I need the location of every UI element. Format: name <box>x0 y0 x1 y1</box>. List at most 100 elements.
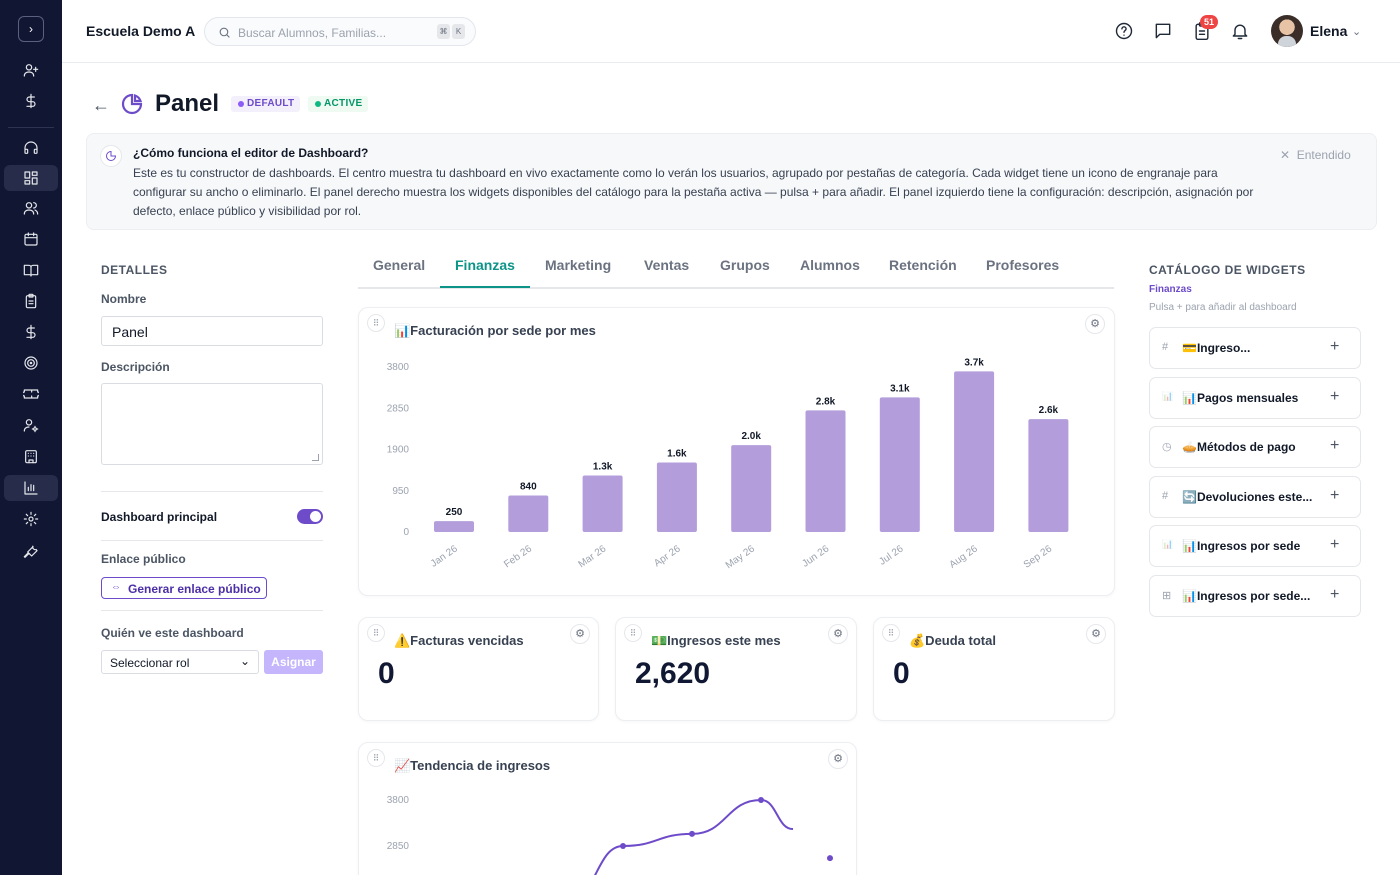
x-tick-label: Mar 26 <box>577 543 609 570</box>
clipboard-icon[interactable] <box>4 288 58 314</box>
drag-handle-icon[interactable]: ⠿ <box>367 749 385 767</box>
catalog-item[interactable]: 📊 📊Pagos mensuales + <box>1149 377 1361 419</box>
divider <box>101 540 323 541</box>
dashboard-icon[interactable] <box>4 165 58 191</box>
hash-icon: # <box>1162 341 1169 353</box>
bar <box>879 397 920 532</box>
assign-button[interactable]: Asignar <box>264 650 323 674</box>
generate-public-link-label: Generar enlace público <box>128 582 261 596</box>
widget-gear-icon[interactable]: ⚙ <box>828 749 848 769</box>
ticket-icon[interactable] <box>4 381 58 407</box>
table-icon: ⊞ <box>1162 590 1172 602</box>
drag-handle-icon[interactable]: ⠿ <box>367 624 385 642</box>
catalog-item[interactable]: # 💳Ingreso... + <box>1149 327 1361 369</box>
catalog-item[interactable]: # 🔄Devoluciones este... + <box>1149 476 1361 518</box>
avatar[interactable] <box>1271 15 1303 47</box>
divider <box>101 610 323 611</box>
user-name[interactable]: Elena <box>1310 23 1348 39</box>
bar <box>954 371 995 532</box>
bar-data-label: 250 <box>446 507 463 518</box>
widget-gear-icon[interactable]: ⚙ <box>828 624 848 644</box>
info-banner: ¿Cómo funciona el editor de Dashboard? E… <box>86 133 1377 230</box>
catalog-item[interactable]: ◷ 🥧Métodos de pago + <box>1149 426 1361 468</box>
tab-alumnos[interactable]: Alumnos <box>800 257 860 273</box>
dollar-icon[interactable] <box>4 88 58 114</box>
wrench-icon[interactable] <box>4 537 58 563</box>
details-heading: DETALLES <box>101 263 168 277</box>
drag-handle-icon[interactable]: ⠿ <box>624 624 642 642</box>
tab-profesores[interactable]: Profesores <box>986 257 1060 273</box>
dismiss-label: Entendido <box>1296 148 1351 162</box>
search-box[interactable]: Buscar Alumnos, Familias... ⌘ K <box>204 17 476 46</box>
building-icon[interactable] <box>4 443 58 469</box>
kpi-value: 0 <box>378 657 395 690</box>
widget-gear-icon[interactable]: ⚙ <box>1086 624 1106 644</box>
chevron-down-icon[interactable]: ⌄ <box>1352 26 1362 38</box>
bar-chart-icon[interactable] <box>4 475 58 501</box>
headset-icon[interactable] <box>4 135 58 161</box>
description-field[interactable] <box>101 383 323 465</box>
role-select-value: Seleccionar rol <box>110 656 190 670</box>
tab-finanzas[interactable]: Finanzas <box>455 257 515 273</box>
catalog-item-label: 📊Ingresos por sede... <box>1182 589 1311 603</box>
bar-data-label: 3.7k <box>964 357 984 368</box>
chat-icon[interactable] <box>1153 21 1173 41</box>
bar <box>656 462 697 532</box>
link-icon: ⇔ <box>111 582 121 593</box>
tasks-badge: 51 <box>1200 15 1218 29</box>
add-icon[interactable]: + <box>1330 388 1340 405</box>
drag-handle-icon[interactable]: ⠿ <box>882 624 900 642</box>
line-chart: 3800 2850 <box>387 795 833 875</box>
add-user-icon[interactable] <box>4 57 58 83</box>
help-icon[interactable] <box>1114 21 1134 41</box>
tab-marketing[interactable]: Marketing <box>545 257 612 273</box>
hash-icon: # <box>1162 490 1169 502</box>
add-icon[interactable]: + <box>1330 437 1340 454</box>
catalog-item[interactable]: 📊 📊Ingresos por sede + <box>1149 525 1361 567</box>
calendar-icon[interactable] <box>4 226 58 252</box>
back-arrow-icon[interactable]: ← <box>92 95 110 115</box>
y-tick-label: 3800 <box>387 795 410 806</box>
widget-gear-icon[interactable]: ⚙ <box>570 624 590 644</box>
kpi-widget-overdue: ⠿ ⚙ ⚠️Facturas vencidas 0 <box>358 617 599 721</box>
add-icon[interactable]: + <box>1330 487 1340 504</box>
tab-general[interactable]: General <box>373 257 426 273</box>
catalog-item[interactable]: ⊞ 📊Ingresos por sede... + <box>1149 575 1361 617</box>
active-tab-indicator <box>440 286 530 288</box>
bar-data-label: 2.6k <box>1039 405 1059 416</box>
gear-icon[interactable] <box>4 506 58 532</box>
sidebar-divider <box>8 127 54 128</box>
dollar-icon-2[interactable] <box>4 319 58 345</box>
book-icon[interactable] <box>4 257 58 283</box>
bar-data-label: 2.0k <box>741 431 761 442</box>
main-dashboard-toggle[interactable] <box>297 509 323 524</box>
search-input[interactable]: Buscar Alumnos, Familias... <box>238 26 387 40</box>
bell-icon[interactable] <box>1230 21 1250 41</box>
add-icon[interactable]: + <box>1330 586 1340 603</box>
generate-public-link-button[interactable]: ⇔ Generar enlace público <box>101 577 267 599</box>
users-icon[interactable] <box>4 195 58 221</box>
line-point <box>758 797 764 803</box>
visibility-label: Quién ve este dashboard <box>101 626 244 640</box>
y-tick-label: 3800 <box>387 362 410 373</box>
tab-grupos[interactable]: Grupos <box>720 257 770 273</box>
dismiss-button[interactable]: ✕ Entendido <box>1280 148 1351 162</box>
line-point <box>827 855 833 862</box>
public-link-label: Enlace público <box>101 552 186 566</box>
name-field[interactable]: Panel <box>101 316 323 346</box>
add-icon[interactable]: + <box>1330 536 1340 553</box>
tab-ventas[interactable]: Ventas <box>644 257 690 273</box>
main-dashboard-label: Dashboard principal <box>101 510 218 524</box>
widget-gear-icon[interactable]: ⚙ <box>1085 314 1105 334</box>
top-bar: Escuela Demo A Buscar Alumnos, Familias.… <box>62 0 1400 63</box>
expand-sidebar-button[interactable]: › <box>18 16 44 42</box>
tab-retencion[interactable]: Retención <box>889 257 957 273</box>
kpi-widget-income: ⠿ ⚙ 💵Ingresos este mes 2,620 <box>615 617 857 721</box>
target-icon[interactable] <box>4 350 58 376</box>
add-icon[interactable]: + <box>1330 338 1340 355</box>
user-settings-icon[interactable] <box>4 412 58 438</box>
bar-data-label: 3.1k <box>890 383 910 394</box>
catalog-tab-label: Finanzas <box>1149 284 1192 295</box>
drag-handle-icon[interactable]: ⠿ <box>367 314 385 332</box>
role-select[interactable]: Seleccionar rol ⌄ <box>101 650 259 674</box>
